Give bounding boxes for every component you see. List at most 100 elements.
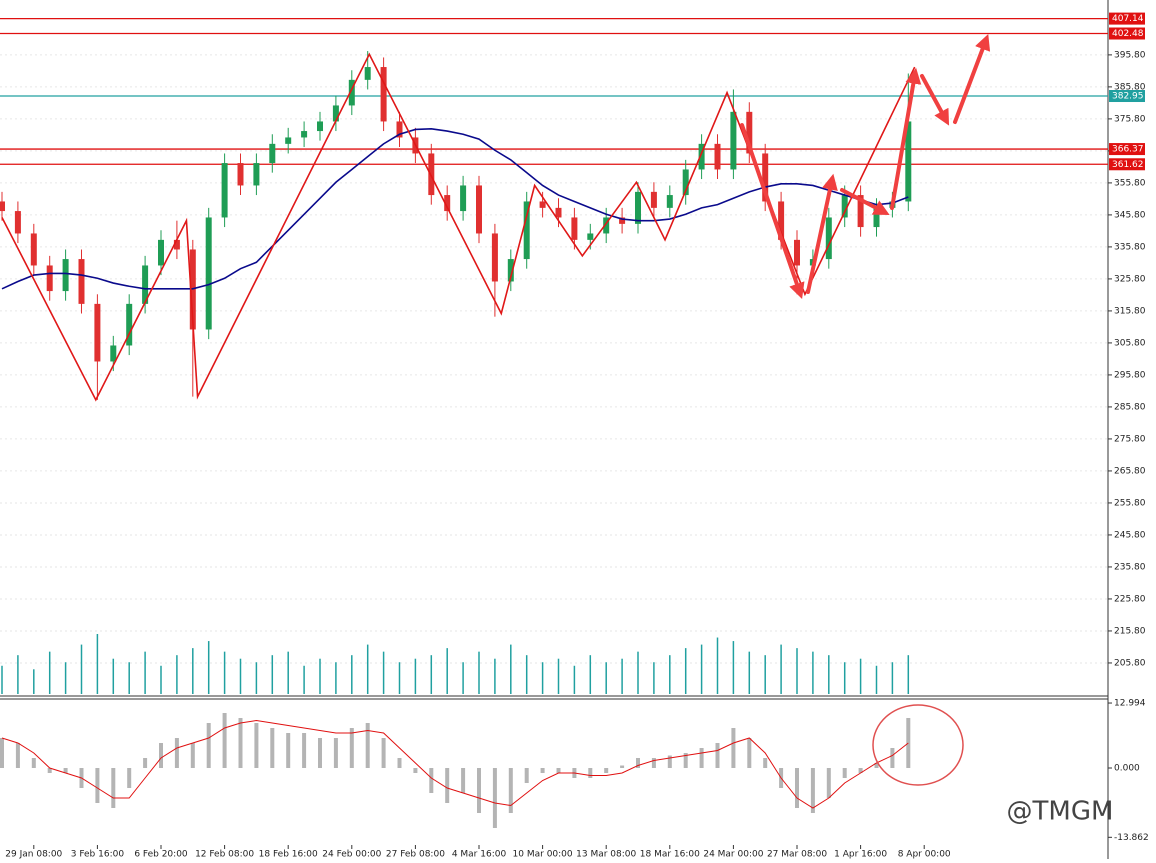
- macd-bar: [159, 743, 163, 768]
- y-tick-label: 275.80: [1114, 434, 1146, 444]
- candle-body: [714, 143, 721, 170]
- macd-bar: [95, 768, 100, 803]
- macd-bar: [318, 738, 322, 768]
- macd-bar: [747, 738, 752, 768]
- y-tick-label: 12.994: [1114, 699, 1146, 709]
- macd-bar: [111, 768, 116, 808]
- candle-body: [142, 265, 149, 304]
- macd-bar: [874, 763, 879, 768]
- y-tick-label: 285.80: [1114, 402, 1146, 412]
- macd-bar: [667, 755, 672, 768]
- candle-body: [396, 121, 403, 138]
- candle-body: [857, 195, 864, 228]
- x-tick-label: 27 Mar 08:00: [767, 850, 827, 860]
- macd-bar: [63, 768, 68, 773]
- macd-bar: [429, 768, 434, 793]
- y-tick-label: 325.80: [1114, 274, 1146, 284]
- macd-bar: [810, 768, 815, 813]
- macd-bar: [858, 768, 863, 773]
- candle-body: [110, 345, 117, 362]
- candle-body: [460, 185, 467, 212]
- level-label: 407.14: [1112, 14, 1144, 24]
- macd-bar: [222, 713, 227, 768]
- candle-body: [173, 239, 180, 250]
- x-tick-label: 18 Mar 16:00: [640, 850, 700, 860]
- candle-body: [762, 153, 769, 202]
- candle-body: [539, 201, 546, 208]
- highlight-circle: [872, 704, 964, 786]
- macd-bar: [31, 758, 36, 768]
- candle-body: [825, 217, 832, 260]
- x-tick-label: 29 Jan 08:00: [5, 850, 62, 860]
- macd-bar: [174, 738, 179, 768]
- macd-bar: [206, 723, 211, 768]
- macd-bar: [524, 768, 529, 783]
- candle-body: [682, 169, 689, 196]
- candle-body: [603, 217, 610, 234]
- arrow: [953, 34, 991, 124]
- x-tick-label: 13 Mar 08:00: [576, 850, 636, 860]
- candle-body: [698, 143, 705, 170]
- macd-bar: [0, 738, 4, 768]
- candle-body: [30, 233, 37, 266]
- candle-body: [587, 233, 594, 240]
- y-tick-label: 245.80: [1114, 530, 1146, 540]
- macd-bar: [302, 733, 307, 768]
- level-label: 382.95: [1112, 92, 1144, 102]
- x-tick-label: 8 Apr 00:00: [898, 850, 951, 860]
- macd-bar: [286, 733, 291, 768]
- candle-body: [126, 303, 133, 346]
- level-label: 366.37: [1112, 145, 1144, 155]
- candle-body: [46, 265, 53, 292]
- level-label: 402.48: [1112, 29, 1144, 39]
- macd-bar: [15, 743, 20, 768]
- candle-body: [730, 111, 737, 170]
- macd-bar: [604, 768, 609, 773]
- x-tick-label: 3 Feb 16:00: [71, 850, 125, 860]
- macd-bar: [238, 718, 243, 768]
- level-label: 361.62: [1112, 160, 1144, 170]
- macd-bar: [540, 768, 545, 773]
- y-tick-label: 335.80: [1114, 242, 1146, 252]
- candle-body: [269, 143, 276, 164]
- candle-body: [285, 137, 292, 144]
- macd-bar: [683, 753, 688, 768]
- candle-body: [14, 211, 21, 234]
- arrow: [920, 74, 950, 126]
- y-tick-label: 395.80: [1114, 50, 1146, 60]
- y-tick-label: 305.80: [1114, 338, 1146, 348]
- y-tick-label: 215.80: [1114, 626, 1146, 636]
- x-tick-label: 24 Mar 00:00: [703, 850, 763, 860]
- y-tick-label: 345.80: [1114, 210, 1146, 220]
- macd-bar: [143, 758, 148, 768]
- x-tick-label: 4 Mar 16:00: [452, 850, 507, 860]
- candle-body: [555, 207, 562, 218]
- candle-body: [428, 153, 435, 196]
- macd-bar: [127, 768, 132, 788]
- macd-bar: [477, 768, 481, 813]
- macd-bar: [890, 748, 895, 768]
- arrow: [840, 188, 890, 215]
- macd-bar: [699, 748, 704, 768]
- x-tick-label: 18 Feb 16:00: [259, 850, 318, 860]
- candle-body: [794, 239, 800, 266]
- candle-body: [0, 201, 5, 212]
- y-tick-label: 255.80: [1114, 498, 1146, 508]
- level-label-box: [1109, 27, 1145, 40]
- candle-body: [746, 111, 753, 154]
- candle-body: [444, 195, 451, 212]
- macd-bar: [508, 768, 513, 813]
- macd-bar: [461, 768, 466, 793]
- y-tick-label: 385.80: [1114, 82, 1146, 92]
- y-tick-label: 355.80: [1114, 178, 1146, 188]
- candle-body: [619, 217, 626, 224]
- candle-body: [78, 259, 85, 304]
- macd-bar: [556, 768, 561, 773]
- candle-body: [237, 163, 244, 186]
- level-label-box: [1109, 12, 1145, 25]
- x-tick-label: 10 Mar 00:00: [513, 850, 573, 860]
- signal-line: [1, 719, 909, 809]
- candle-body: [253, 163, 260, 186]
- macd-bar: [826, 768, 831, 798]
